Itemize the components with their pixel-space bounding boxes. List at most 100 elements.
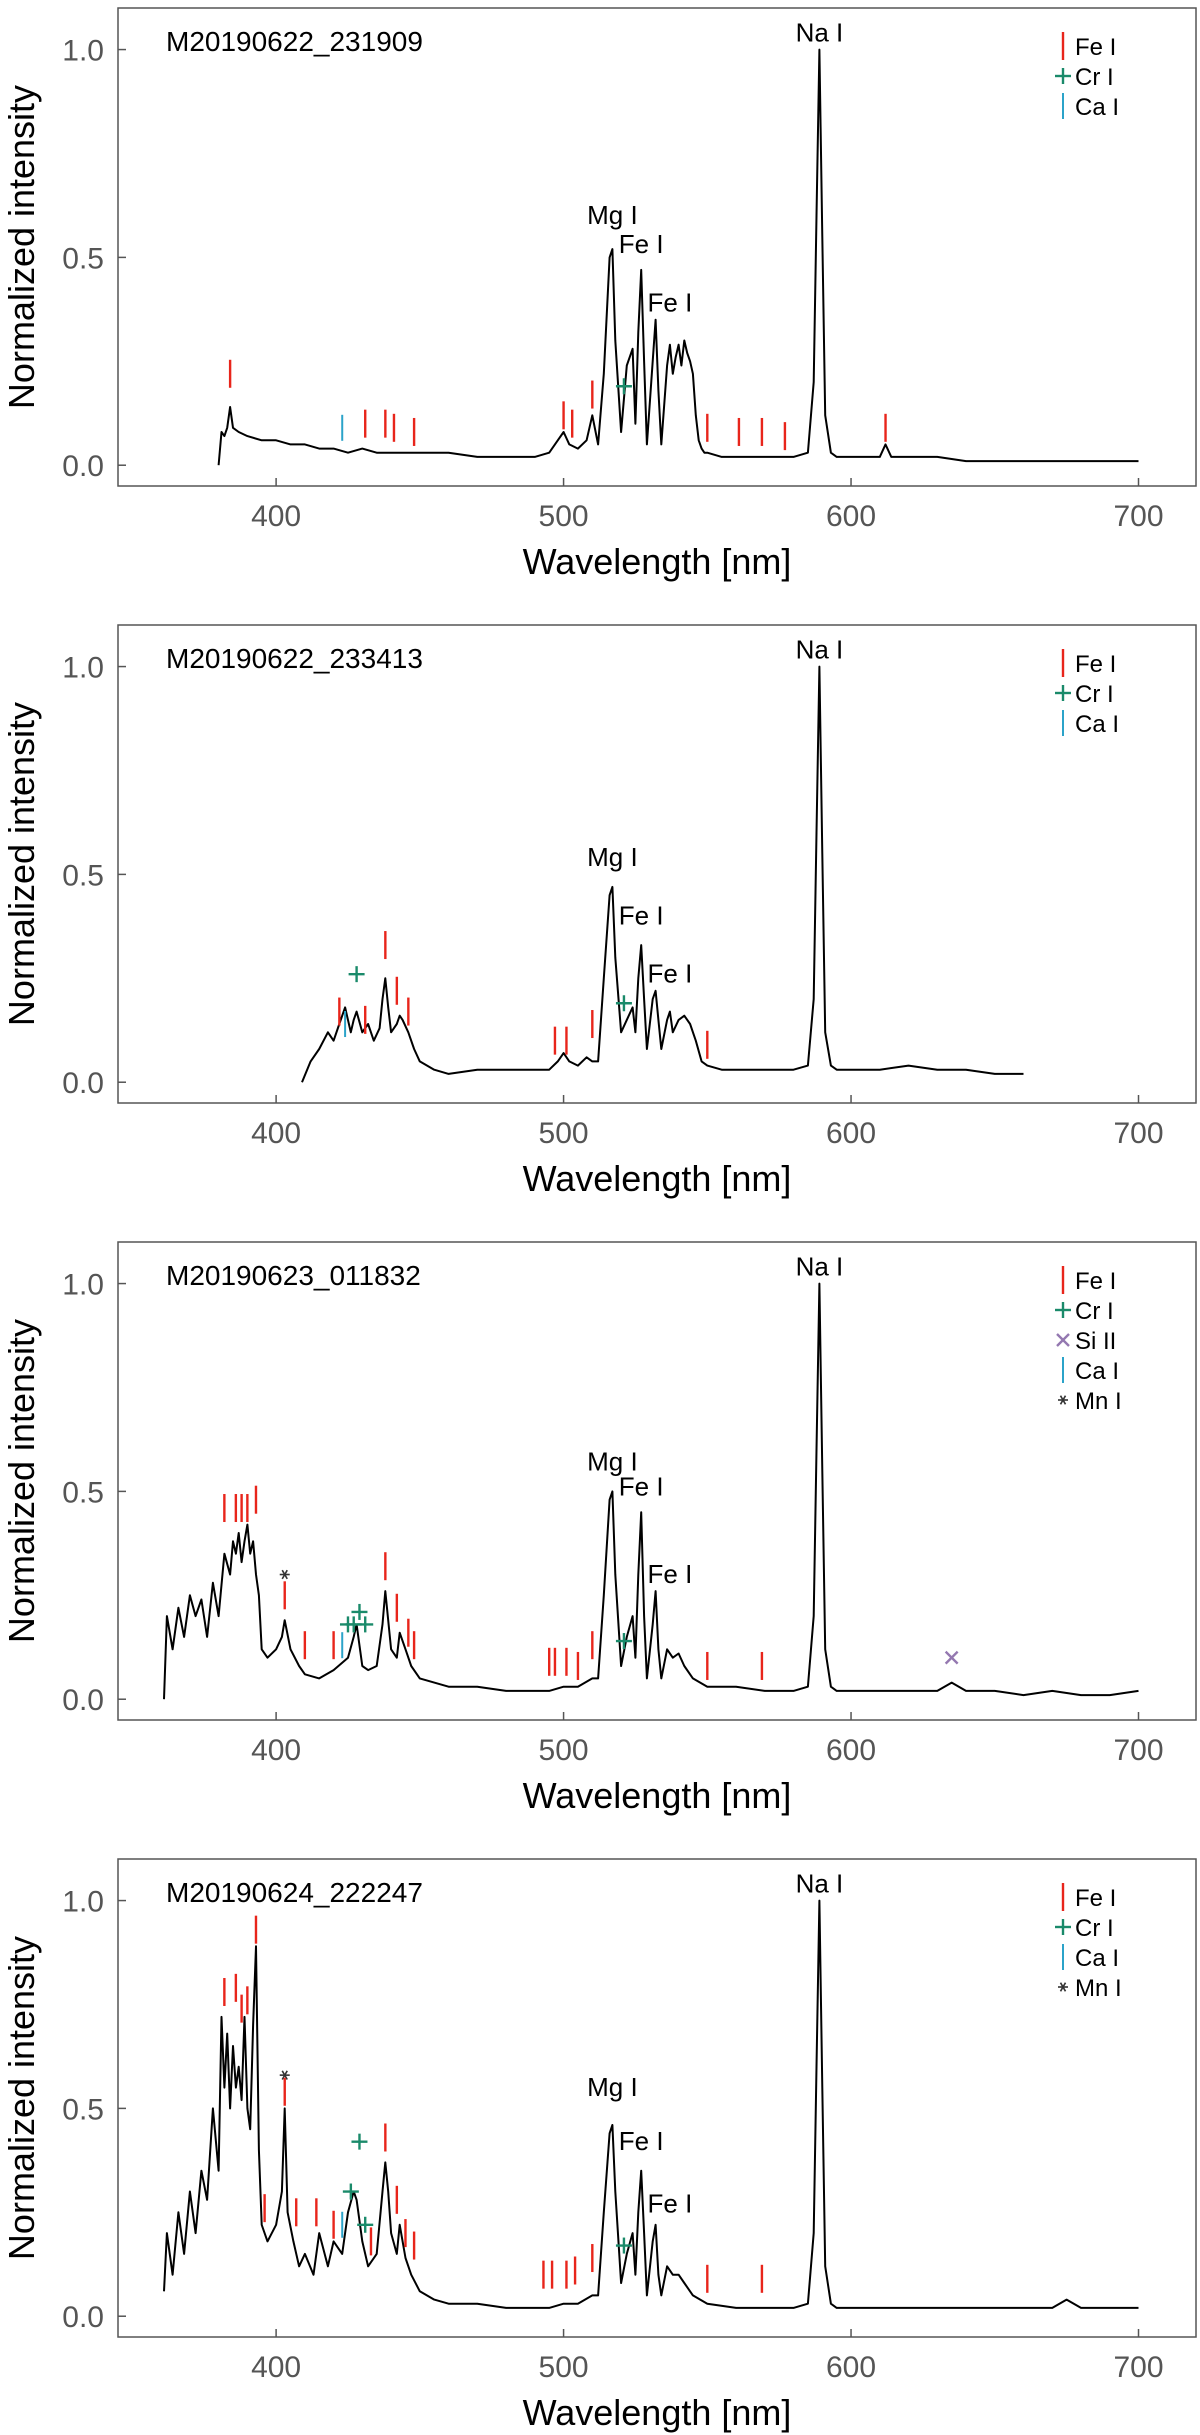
peak-label: Mg I <box>587 842 638 872</box>
legend-label: Ca I <box>1075 711 1119 738</box>
legend-marker-cr-i <box>1055 685 1071 701</box>
x-axis-label: Wavelength [nm] <box>523 1775 792 1816</box>
line-marker-mn-i <box>279 2070 290 2080</box>
panel-3: 400 500 600 700 0.0 0.5 1.0 Wavelength [nm] Norm… <box>1 1241 1197 1816</box>
x-tick-label: 600 <box>826 500 876 533</box>
panel-2: 400 500 600 700 0.0 0.5 1.0 Wavelength [nm] Norm… <box>1 624 1197 1199</box>
legend-label: Cr I <box>1075 681 1114 708</box>
line-marker-mn-i-s2 <box>281 2070 288 2080</box>
panel-1: 400 500 600 700 0.0 0.5 1.0 Wavelength [nm] Norm… <box>1 7 1197 582</box>
peak-label: Fe I <box>619 900 664 930</box>
line-marker-cr-i <box>348 966 365 983</box>
line-marker-cr-i <box>357 1616 374 1633</box>
line-marker-cr-i <box>351 1603 368 1620</box>
y-tick-label: 0.0 <box>62 2301 104 2334</box>
x-tick-label: 700 <box>1113 1117 1163 1150</box>
legend-label: Ca I <box>1075 1358 1119 1385</box>
x-axis-label: Wavelength [nm] <box>523 2392 792 2433</box>
x-tick-label: 400 <box>251 1734 301 1767</box>
legend-label: Fe I <box>1075 1268 1116 1295</box>
plot-frame <box>117 1858 1197 2338</box>
legend-label: Cr I <box>1075 1298 1114 1325</box>
peak-label: Fe I <box>648 958 693 988</box>
peak-label: Na I <box>796 17 844 47</box>
peak-label: Fe I <box>619 2126 664 2156</box>
x-axis-label: Wavelength [nm] <box>523 541 792 582</box>
line-marker-cr-i <box>342 2183 359 2200</box>
meteor-id: M20190622_231909 <box>166 26 423 57</box>
peak-label: Fe I <box>648 287 693 317</box>
x-tick-label: 500 <box>539 1734 589 1767</box>
y-axis-label: Normalized intensity <box>1 1319 42 1643</box>
peak-label: Mg I <box>587 2072 638 2102</box>
legend-label: Mn I <box>1075 1975 1122 2002</box>
legend-label: Fe I <box>1075 34 1116 61</box>
peak-label: Na I <box>796 1868 844 1898</box>
legend-label: Fe I <box>1075 651 1116 678</box>
x-tick-label: 500 <box>539 1117 589 1150</box>
peak-label: Fe I <box>619 1472 664 1502</box>
x-tick-label: 400 <box>251 2351 301 2384</box>
x-tick-label: 600 <box>826 2351 876 2384</box>
y-tick-label: 1.0 <box>62 652 104 685</box>
x-tick-label: 600 <box>826 1734 876 1767</box>
legend-marker-cr-i <box>1055 1919 1071 1935</box>
line-marker-mn-i <box>279 1569 290 1580</box>
y-tick-label: 1.0 <box>62 1886 104 1919</box>
peak-label: Fe I <box>648 2188 693 2218</box>
y-tick-label: 0.5 <box>62 2093 104 2126</box>
peak-label: Fe I <box>619 229 664 259</box>
legend-label: Ca I <box>1075 94 1119 121</box>
x-tick-label: 400 <box>251 1117 301 1150</box>
x-tick-label: 500 <box>539 2351 589 2384</box>
peak-label: Mg I <box>587 1447 638 1477</box>
line-marker-mn-i-s2 <box>281 1569 288 1580</box>
plot-frame <box>117 1241 1197 1721</box>
y-tick-label: 1.0 <box>62 1269 104 1302</box>
plot-frame <box>117 7 1197 487</box>
legend-label: Ca I <box>1075 1945 1119 1972</box>
legend-label: Mn I <box>1075 1388 1122 1415</box>
x-tick-label: 400 <box>251 500 301 533</box>
meteor-id: M20190624_222247 <box>166 1877 423 1908</box>
y-axis-label: Normalized intensity <box>1 85 42 409</box>
x-tick-label: 700 <box>1113 1734 1163 1767</box>
legend-marker-mn-i-s2 <box>1059 1395 1067 1405</box>
legend-label: Cr I <box>1075 64 1114 91</box>
line-marker-cr-i <box>351 2133 368 2150</box>
x-axis-label: Wavelength [nm] <box>523 1158 792 1199</box>
legend-marker-mn-i <box>1058 1982 1068 1992</box>
legend-label: Fe I <box>1075 1885 1116 1912</box>
peak-label: Fe I <box>648 1559 693 1589</box>
legend-marker-cr-i <box>1055 1302 1071 1318</box>
meteor-id: M20190622_233413 <box>166 643 423 674</box>
y-tick-label: 0.5 <box>62 1476 104 1509</box>
line-marker-cr-i <box>357 2216 374 2233</box>
y-tick-label: 0.0 <box>62 1067 104 1100</box>
peak-label: Na I <box>796 634 844 664</box>
legend-label: Si II <box>1075 1328 1116 1355</box>
legend-marker-mn-i-s2 <box>1059 1982 1067 1992</box>
legend-marker-cr-i <box>1055 68 1071 84</box>
y-tick-label: 0.0 <box>62 450 104 483</box>
legend-marker-si-ii <box>1056 1333 1070 1347</box>
spectrum-line <box>301 665 1024 1083</box>
spectrum-line <box>163 1282 1139 1700</box>
panel-4: 400 500 600 700 0.0 0.5 1.0 Wavelength [nm] Norm… <box>1 1858 1197 2433</box>
legend-label: Cr I <box>1075 1915 1114 1942</box>
y-tick-label: 0.5 <box>62 859 104 892</box>
legend-marker-mn-i <box>1058 1395 1068 1405</box>
spectrum-line <box>163 1899 1139 2309</box>
y-tick-label: 0.5 <box>62 242 104 275</box>
legend-marker-si-ii-d2 <box>1056 1333 1070 1347</box>
y-axis-label: Normalized intensity <box>1 1936 42 2260</box>
peak-label: Mg I <box>587 200 638 230</box>
y-tick-label: 1.0 <box>62 35 104 68</box>
spectrum-line <box>217 48 1139 466</box>
x-tick-label: 600 <box>826 1117 876 1150</box>
y-tick-label: 0.0 <box>62 1684 104 1717</box>
line-marker-si-ii-d2 <box>944 1650 959 1665</box>
line-marker-cr-i <box>615 2237 632 2254</box>
line-marker-cr-i <box>615 995 632 1012</box>
